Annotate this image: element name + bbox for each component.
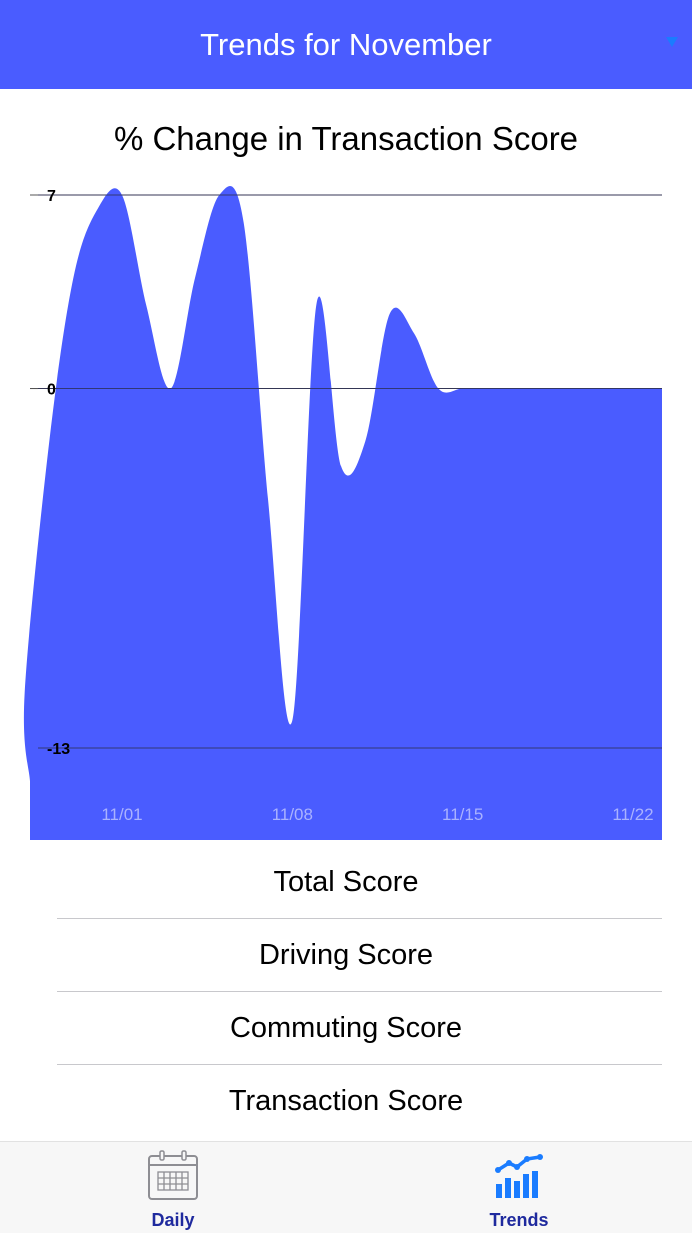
y-tick-label: 0 — [47, 382, 56, 399]
page-title: Trends for November — [200, 27, 492, 62]
tab-daily-label: Daily — [151, 1210, 195, 1230]
score-list: Total Score Driving Score Commuting Scor… — [0, 846, 692, 1138]
trend-chart: 7 0 -13 11/01 11/08 11/15 11/22 — [23, 186, 662, 840]
calendar-icon — [147, 1150, 199, 1207]
x-tick-label: 11/01 — [101, 805, 142, 824]
series-area — [23, 186, 662, 840]
x-tick-label: 11/08 — [272, 805, 313, 824]
nav-header: Trends for November — [0, 0, 692, 89]
x-tick-label: 11/22 — [612, 805, 653, 824]
score-list-item-commuting[interactable]: Commuting Score — [0, 992, 692, 1065]
tab-daily[interactable]: Daily — [113, 1142, 233, 1233]
y-tick-label: -13 — [47, 741, 70, 758]
score-list-item-driving[interactable]: Driving Score — [0, 919, 692, 992]
y-tick-label: 7 — [47, 188, 56, 205]
chart-title: % Change in Transaction Score — [113, 120, 579, 157]
tab-trends[interactable]: Trends — [459, 1142, 579, 1233]
tab-trends-label: Trends — [489, 1210, 549, 1230]
score-list-item-transaction[interactable]: Transaction Score — [228, 1085, 464, 1117]
x-tick-label: 11/15 — [442, 805, 483, 824]
chevron-down-icon[interactable] — [666, 37, 678, 47]
tab-bar: Daily Trends — [0, 1141, 692, 1233]
score-list-item-total[interactable]: Total Score — [0, 846, 692, 919]
trends-chart-icon — [495, 1154, 545, 1205]
